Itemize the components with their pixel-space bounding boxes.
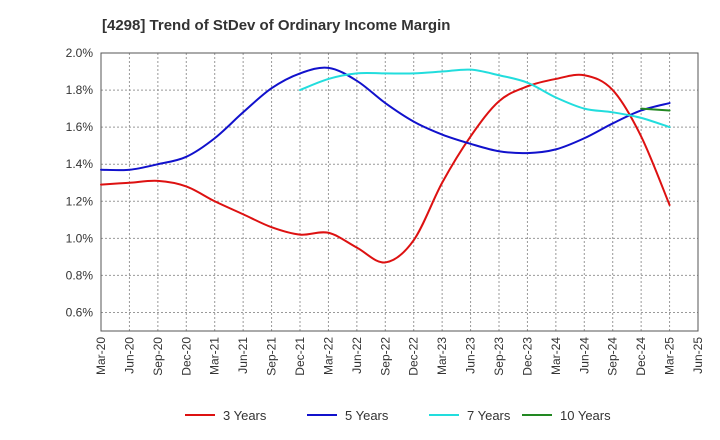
x-tick-label: Mar-25 [663, 337, 677, 375]
x-tick-label: Mar-24 [549, 337, 563, 375]
x-tick-label: Dec-24 [634, 337, 648, 376]
x-tick-label: Jun-24 [577, 337, 591, 374]
y-tick-label: 0.6% [66, 305, 94, 319]
x-tick-label: Jun-23 [464, 337, 478, 374]
series-line-7-years [299, 68, 671, 129]
legend-label-5-years: 5 Years [345, 408, 389, 423]
y-tick-label: 2.0% [66, 46, 94, 60]
x-tick-label: Jun-25 [691, 337, 705, 374]
legend: 3 Years 5 Years 7 Years 10 Years [185, 408, 611, 423]
x-tick-label: Dec-21 [293, 337, 307, 376]
series-line-3-years [100, 73, 671, 264]
x-tick-label: Dec-23 [520, 337, 534, 376]
y-axis: 0.6% 0.8% 1.0% 1.2% 1.4% 1.6% 1.8% 2.0% [66, 46, 94, 319]
series-line-10-years [640, 107, 671, 112]
x-tick-label: Jun-20 [122, 337, 136, 374]
chart-title: [4298] Trend of StDev of Ordinary Income… [102, 17, 450, 34]
plot-area [100, 52, 699, 332]
y-tick-label: 0.8% [66, 268, 94, 282]
series-lines [100, 66, 671, 264]
y-tick-label: 1.4% [66, 157, 94, 171]
x-tick-label: Mar-23 [435, 337, 449, 375]
x-tick-label: Mar-20 [94, 337, 108, 375]
grid [100, 52, 699, 331]
y-tick-label: 1.0% [66, 231, 94, 245]
x-tick-label: Sep-22 [378, 337, 392, 376]
x-tick-label: Dec-22 [407, 337, 421, 376]
x-tick-label: Sep-24 [606, 337, 620, 376]
x-tick-label: Mar-21 [208, 337, 222, 375]
series-line-5-years [100, 66, 671, 172]
x-tick-label: Sep-21 [265, 337, 279, 376]
x-tick-label: Jun-21 [236, 337, 250, 374]
x-tick-label: Dec-20 [179, 337, 193, 376]
legend-label-7-years: 7 Years [467, 408, 511, 423]
x-tick-label: Jun-22 [350, 337, 364, 374]
x-tick-label: Mar-22 [321, 337, 335, 375]
y-tick-label: 1.8% [66, 83, 94, 97]
x-tick-label: Sep-20 [151, 337, 165, 376]
x-axis: Mar-20 Jun-20 Sep-20 Dec-20 Mar-21 Jun-21 Sep-… [94, 337, 705, 376]
y-tick-label: 1.2% [66, 194, 94, 208]
legend-label-10-years: 10 Years [560, 408, 611, 423]
y-tick-label: 1.6% [66, 120, 94, 134]
x-tick-label: Sep-23 [492, 337, 506, 376]
legend-label-3-years: 3 Years [223, 408, 267, 423]
